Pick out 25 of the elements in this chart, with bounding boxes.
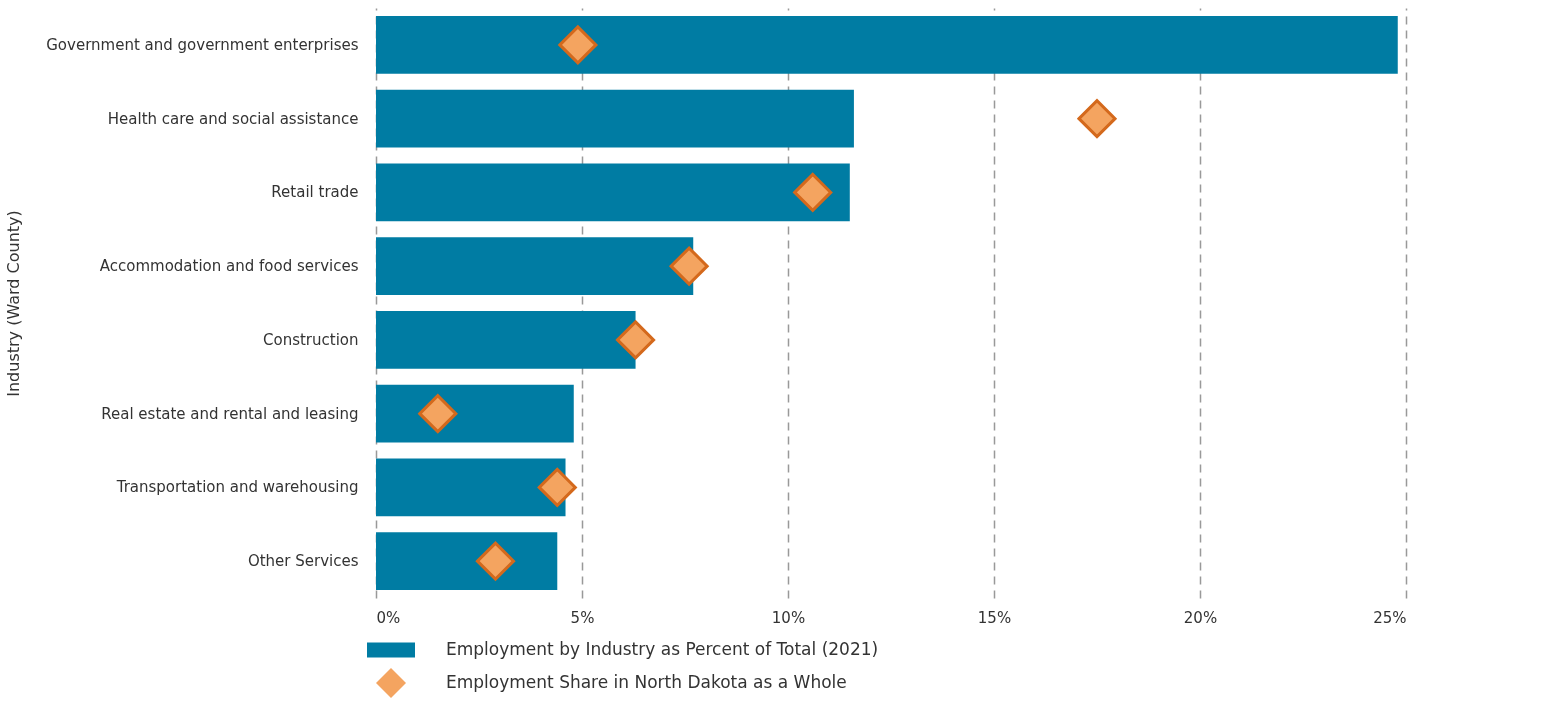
x-tick-label: 20% [1183,608,1218,627]
point [475,541,516,581]
point [669,246,709,286]
y-tick-label: Government and government enterprises [46,35,359,54]
x-tick-label: 10% [771,608,806,627]
x-tick-label: 25% [1373,608,1407,627]
y-tick-label: Real estate and rental and leasing [101,404,359,423]
y-tick-label: Health care and social assistance [107,109,359,128]
point [793,172,833,212]
x-tick-label: 15% [977,608,1012,627]
y-tick-label: Retail trade [271,183,359,202]
x-tick-label: 0% [376,608,401,627]
y-tick-label: Transportation and warehousing [115,478,359,497]
legend-label: Employment by Industry as Percent of Total (2021) [446,639,879,659]
x-tick-label: 5% [570,608,595,627]
point [616,320,656,360]
point [418,394,458,434]
legend-label: Employment Share in North Dakota as a Whole [446,672,847,692]
point [537,467,577,507]
point [1077,99,1117,139]
y-tick-label: Other Services [247,552,359,571]
y-axis-title: Industry (Ward County) [3,210,23,397]
y-tick-label: Accommodation and food services [99,257,359,276]
y-tick-label: Construction [262,330,359,349]
point [558,25,598,65]
